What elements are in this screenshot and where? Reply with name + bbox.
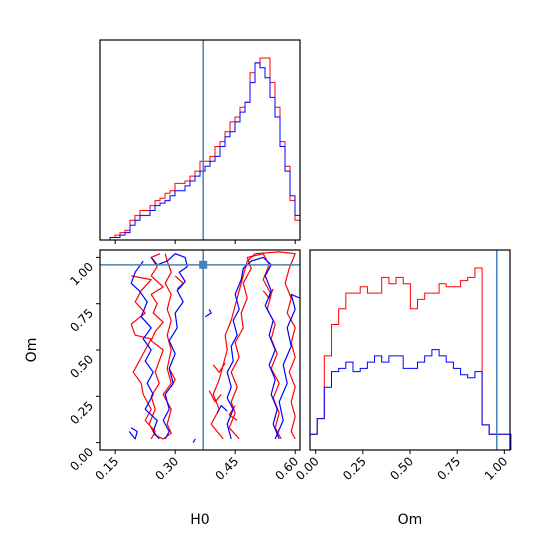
truth-marker — [199, 260, 208, 269]
contour-line-blue — [274, 293, 300, 440]
om-histogram-tick-label: 0.00 — [293, 454, 322, 483]
om-histogram-tick-label: 0.50 — [387, 454, 416, 483]
contour-ticks: 0.15 0.30 0.45 0.600.000.250.500.751.00 — [67, 256, 301, 483]
h0-tick-label: 0.30 — [153, 454, 182, 483]
contour-line-blue — [130, 260, 160, 440]
om-tick-label: 0.00 — [67, 445, 96, 474]
om-histogram-panel: 0.00 0.25 0.50 0.75 1.00 Om — [293, 249, 512, 528]
om-histogram-red-series — [309, 267, 512, 450]
contour-line-red — [228, 253, 282, 440]
contour-line-red — [262, 288, 274, 299]
om-tick-label: 0.75 — [67, 306, 96, 335]
h0-histogram-plot-area — [100, 40, 301, 241]
om-histogram-tick-label: 1.00 — [482, 454, 511, 483]
xlabel-h0: H0 — [190, 512, 209, 528]
xlabel-om: Om — [398, 512, 423, 528]
contour-line-blue — [128, 427, 138, 440]
contour-line-blue — [216, 405, 228, 414]
om-histogram-blue-series — [309, 349, 512, 450]
ylabel-om: Om — [24, 338, 40, 363]
contour-line-blue — [192, 438, 196, 443]
contour-line-red — [210, 251, 296, 440]
contour-line-blue — [204, 309, 212, 318]
h0-tick-label: 0.45 — [213, 454, 242, 483]
om-histogram-tick-label: 0.25 — [340, 454, 369, 483]
contour-line-blue — [226, 256, 280, 440]
contour-line-blue — [150, 253, 188, 440]
contour-lines — [128, 251, 300, 443]
contour-line-red — [174, 275, 184, 290]
om-histogram-tick-label: 0.75 — [434, 454, 463, 483]
h0-histogram-panel — [99, 39, 301, 244]
h0-histogram-blue-series — [100, 62, 301, 241]
contour-line-red — [212, 362, 226, 373]
om-tick-label: 1.00 — [67, 260, 96, 289]
contour-line-red — [208, 390, 222, 403]
om-histogram-plot-area — [309, 250, 512, 450]
contour-line-red — [228, 405, 238, 421]
om-histogram-ticks: 0.00 0.25 0.50 0.75 1.00 — [293, 450, 510, 483]
om-histogram-frame — [309, 249, 511, 451]
contour-plot-area — [100, 250, 300, 450]
om-vs-h0-contour-panel: 0.15 0.30 0.45 0.600.000.250.500.751.00 Om … — [24, 249, 301, 528]
h0-histogram-frame — [99, 39, 301, 241]
contour-frame — [99, 249, 301, 451]
h0-tick-label: 0.15 — [93, 454, 122, 483]
h0-histogram-ticks — [114, 240, 296, 244]
om-tick-label: 0.25 — [67, 399, 96, 428]
om-tick-label: 0.50 — [67, 352, 96, 381]
